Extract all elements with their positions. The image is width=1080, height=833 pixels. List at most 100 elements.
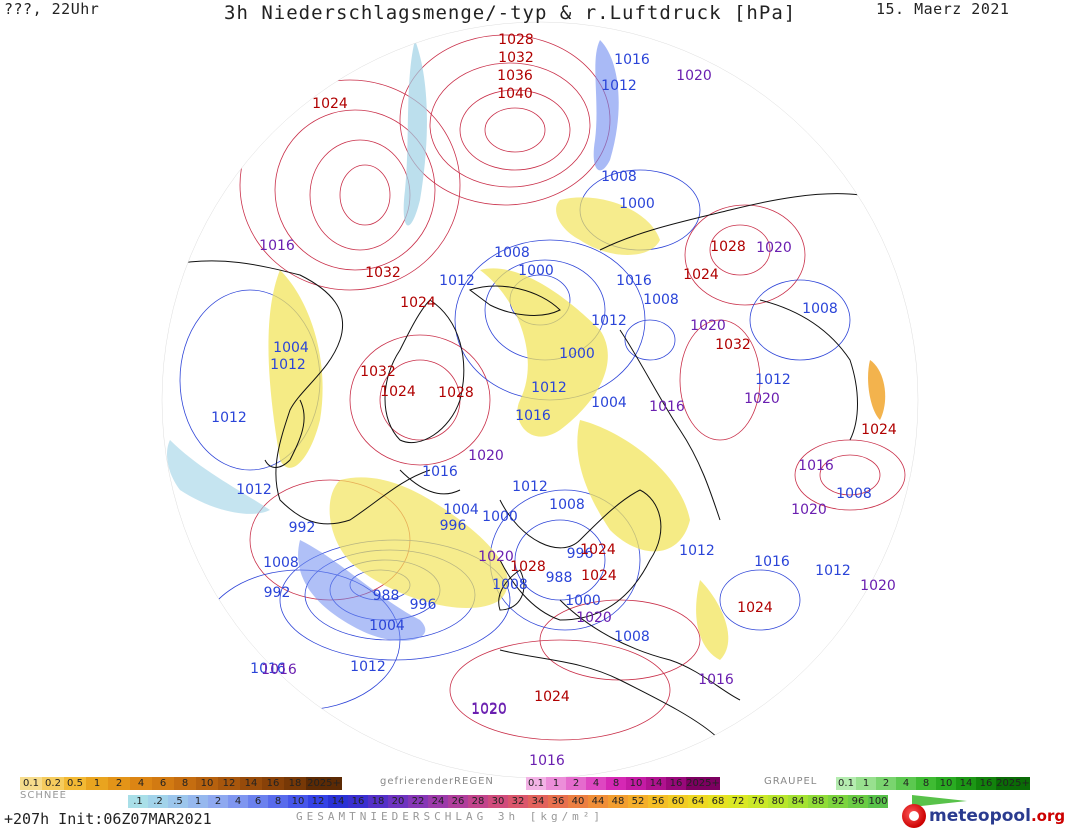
isobar-label: 988 xyxy=(373,588,400,604)
legend-swatch: 10 xyxy=(936,777,956,790)
isobar-label: 1012 xyxy=(679,543,715,559)
legend-swatch: 72 xyxy=(728,795,748,808)
legend-swatch: 44 xyxy=(588,795,608,808)
isobar-label: 1028 xyxy=(498,32,534,48)
legend-graupel-scale: 0.1 1 2 4 8 10 14 16 2025+ xyxy=(836,777,1030,790)
brand-logo-link[interactable]: meteopool .org xyxy=(902,804,1065,828)
isobar-label: 1024 xyxy=(683,267,719,283)
isobar-label: 1016 xyxy=(529,753,565,769)
isobar-label: 1020 xyxy=(576,610,612,626)
brand-name: meteopool xyxy=(929,806,1031,826)
legend-swatch: 0.1 xyxy=(526,777,546,790)
isobar-label: 1020 xyxy=(744,391,780,407)
legend-swatch: 0.1 xyxy=(20,777,42,790)
map-title: 3h Niederschlagsmenge/-typ & r.Luftdruck… xyxy=(224,2,797,24)
legend-swatch: 8 xyxy=(268,795,288,808)
legend-swatch: 18 xyxy=(368,795,388,808)
legend-swatch: 84 xyxy=(788,795,808,808)
isobar-label: 1008 xyxy=(802,301,838,317)
legend-swatch: 14 xyxy=(240,777,262,790)
legend-swatch: 10 xyxy=(288,795,308,808)
isobars-high xyxy=(239,34,906,741)
isobar-label: 992 xyxy=(289,520,316,536)
legend-swatch: 32 xyxy=(508,795,528,808)
legend-swatch: 14 xyxy=(956,777,976,790)
isobar-label: 1012 xyxy=(211,410,247,426)
legend-swatch: 40 xyxy=(568,795,588,808)
isobar-label: 1032 xyxy=(715,337,751,353)
legend-swatch: 96 xyxy=(848,795,868,808)
run-info: +207h Init:06Z07MAR2021 xyxy=(4,810,212,828)
isobar-label: 1016 xyxy=(754,554,790,570)
meteopool-logo-icon xyxy=(902,804,926,828)
isobar-label: 1012 xyxy=(512,479,548,495)
legend-swatch: 48 xyxy=(608,795,628,808)
legend-swatch: 14 xyxy=(646,777,666,790)
isobar-label: 1012 xyxy=(270,357,306,373)
legend-swatch: 2 xyxy=(566,777,586,790)
legend-swatch: 12 xyxy=(308,795,328,808)
legend-total-scale: .1.2.5 1 2 4 6 8 10 12 14 16 18 20 22 24 26 28 30 32 34 36 4… xyxy=(128,795,888,808)
isobar-label: 1024 xyxy=(581,568,617,584)
legend-swatch: 2 xyxy=(108,777,130,790)
legend-swatch: 76 xyxy=(748,795,768,808)
isobar-label: 996 xyxy=(410,597,437,613)
isobar-label: 1024 xyxy=(380,384,416,400)
isobar-label: 1032 xyxy=(360,364,396,380)
legend-swatch: 24 xyxy=(428,795,448,808)
isobar-label: 1016 xyxy=(261,662,297,678)
isobar-label: 1040 xyxy=(497,86,533,102)
legend-swatch: 0.2 xyxy=(42,777,64,790)
isobar-label: 1016 xyxy=(698,672,734,688)
isobar-label: 1020 xyxy=(676,68,712,84)
legend-swatch: 2 xyxy=(876,777,896,790)
legend-swatch: 60 xyxy=(668,795,688,808)
legend-swatch: 80 xyxy=(768,795,788,808)
isobar-label: 1024 xyxy=(861,422,897,438)
legend-swatch: 18 xyxy=(284,777,306,790)
isobar-label: 1008 xyxy=(549,497,585,513)
legend-swatch: 16 xyxy=(976,777,996,790)
isobar-label: 1008 xyxy=(614,629,650,645)
isobar-label: 1020 xyxy=(471,702,507,718)
isobar-label: 1008 xyxy=(836,486,872,502)
legend-swatch: 26 xyxy=(448,795,468,808)
legend-swatch: 0.1 xyxy=(836,777,856,790)
isobar-label: 1016 xyxy=(616,273,652,289)
legend-arrow-icon xyxy=(912,795,967,807)
isobar-label: 1024 xyxy=(312,96,348,112)
isobar-label: 1020 xyxy=(690,318,726,334)
legend-swatch: 64 xyxy=(688,795,708,808)
legend-swatch: 1 xyxy=(546,777,566,790)
legend-swatch: 8 xyxy=(174,777,196,790)
forecast-date: 15. Maerz 2021 xyxy=(876,0,1010,18)
legend-swatch: 1 xyxy=(188,795,208,808)
isobar-label: 1008 xyxy=(643,292,679,308)
isobar-label: 1016 xyxy=(422,464,458,480)
legend-swatch: 36 xyxy=(548,795,568,808)
legend-swatch: 8 xyxy=(916,777,936,790)
legend-swatch: 16 xyxy=(262,777,284,790)
isobar-label: 1008 xyxy=(263,555,299,571)
isobar-label: 1012 xyxy=(815,563,851,579)
legend-swatch: 12 xyxy=(218,777,240,790)
isobar-label: 1004 xyxy=(591,395,627,411)
legend-swatch: .1 xyxy=(128,795,148,808)
isobar-label: 988 xyxy=(546,570,573,586)
legend-swatch: 2025+ xyxy=(996,777,1030,790)
legend-swatch: 88 xyxy=(808,795,828,808)
legend-swatch: 34 xyxy=(528,795,548,808)
isobar-label: 1024 xyxy=(737,600,773,616)
isobar-label: 1024 xyxy=(534,689,570,705)
legend-swatch: 10 xyxy=(626,777,646,790)
legend-swatch: 2025+ xyxy=(306,777,342,790)
isobar-label: 1012 xyxy=(439,273,475,289)
legend-swatch: 0.5 xyxy=(64,777,86,790)
isobar-label: 1016 xyxy=(250,661,286,677)
isobar-label: 1000 xyxy=(565,593,601,609)
legend-swatch: 6 xyxy=(152,777,174,790)
isobar-label: 1020 xyxy=(756,240,792,256)
isobar-label: 1024 xyxy=(580,542,616,558)
isobar-label: 1012 xyxy=(755,372,791,388)
